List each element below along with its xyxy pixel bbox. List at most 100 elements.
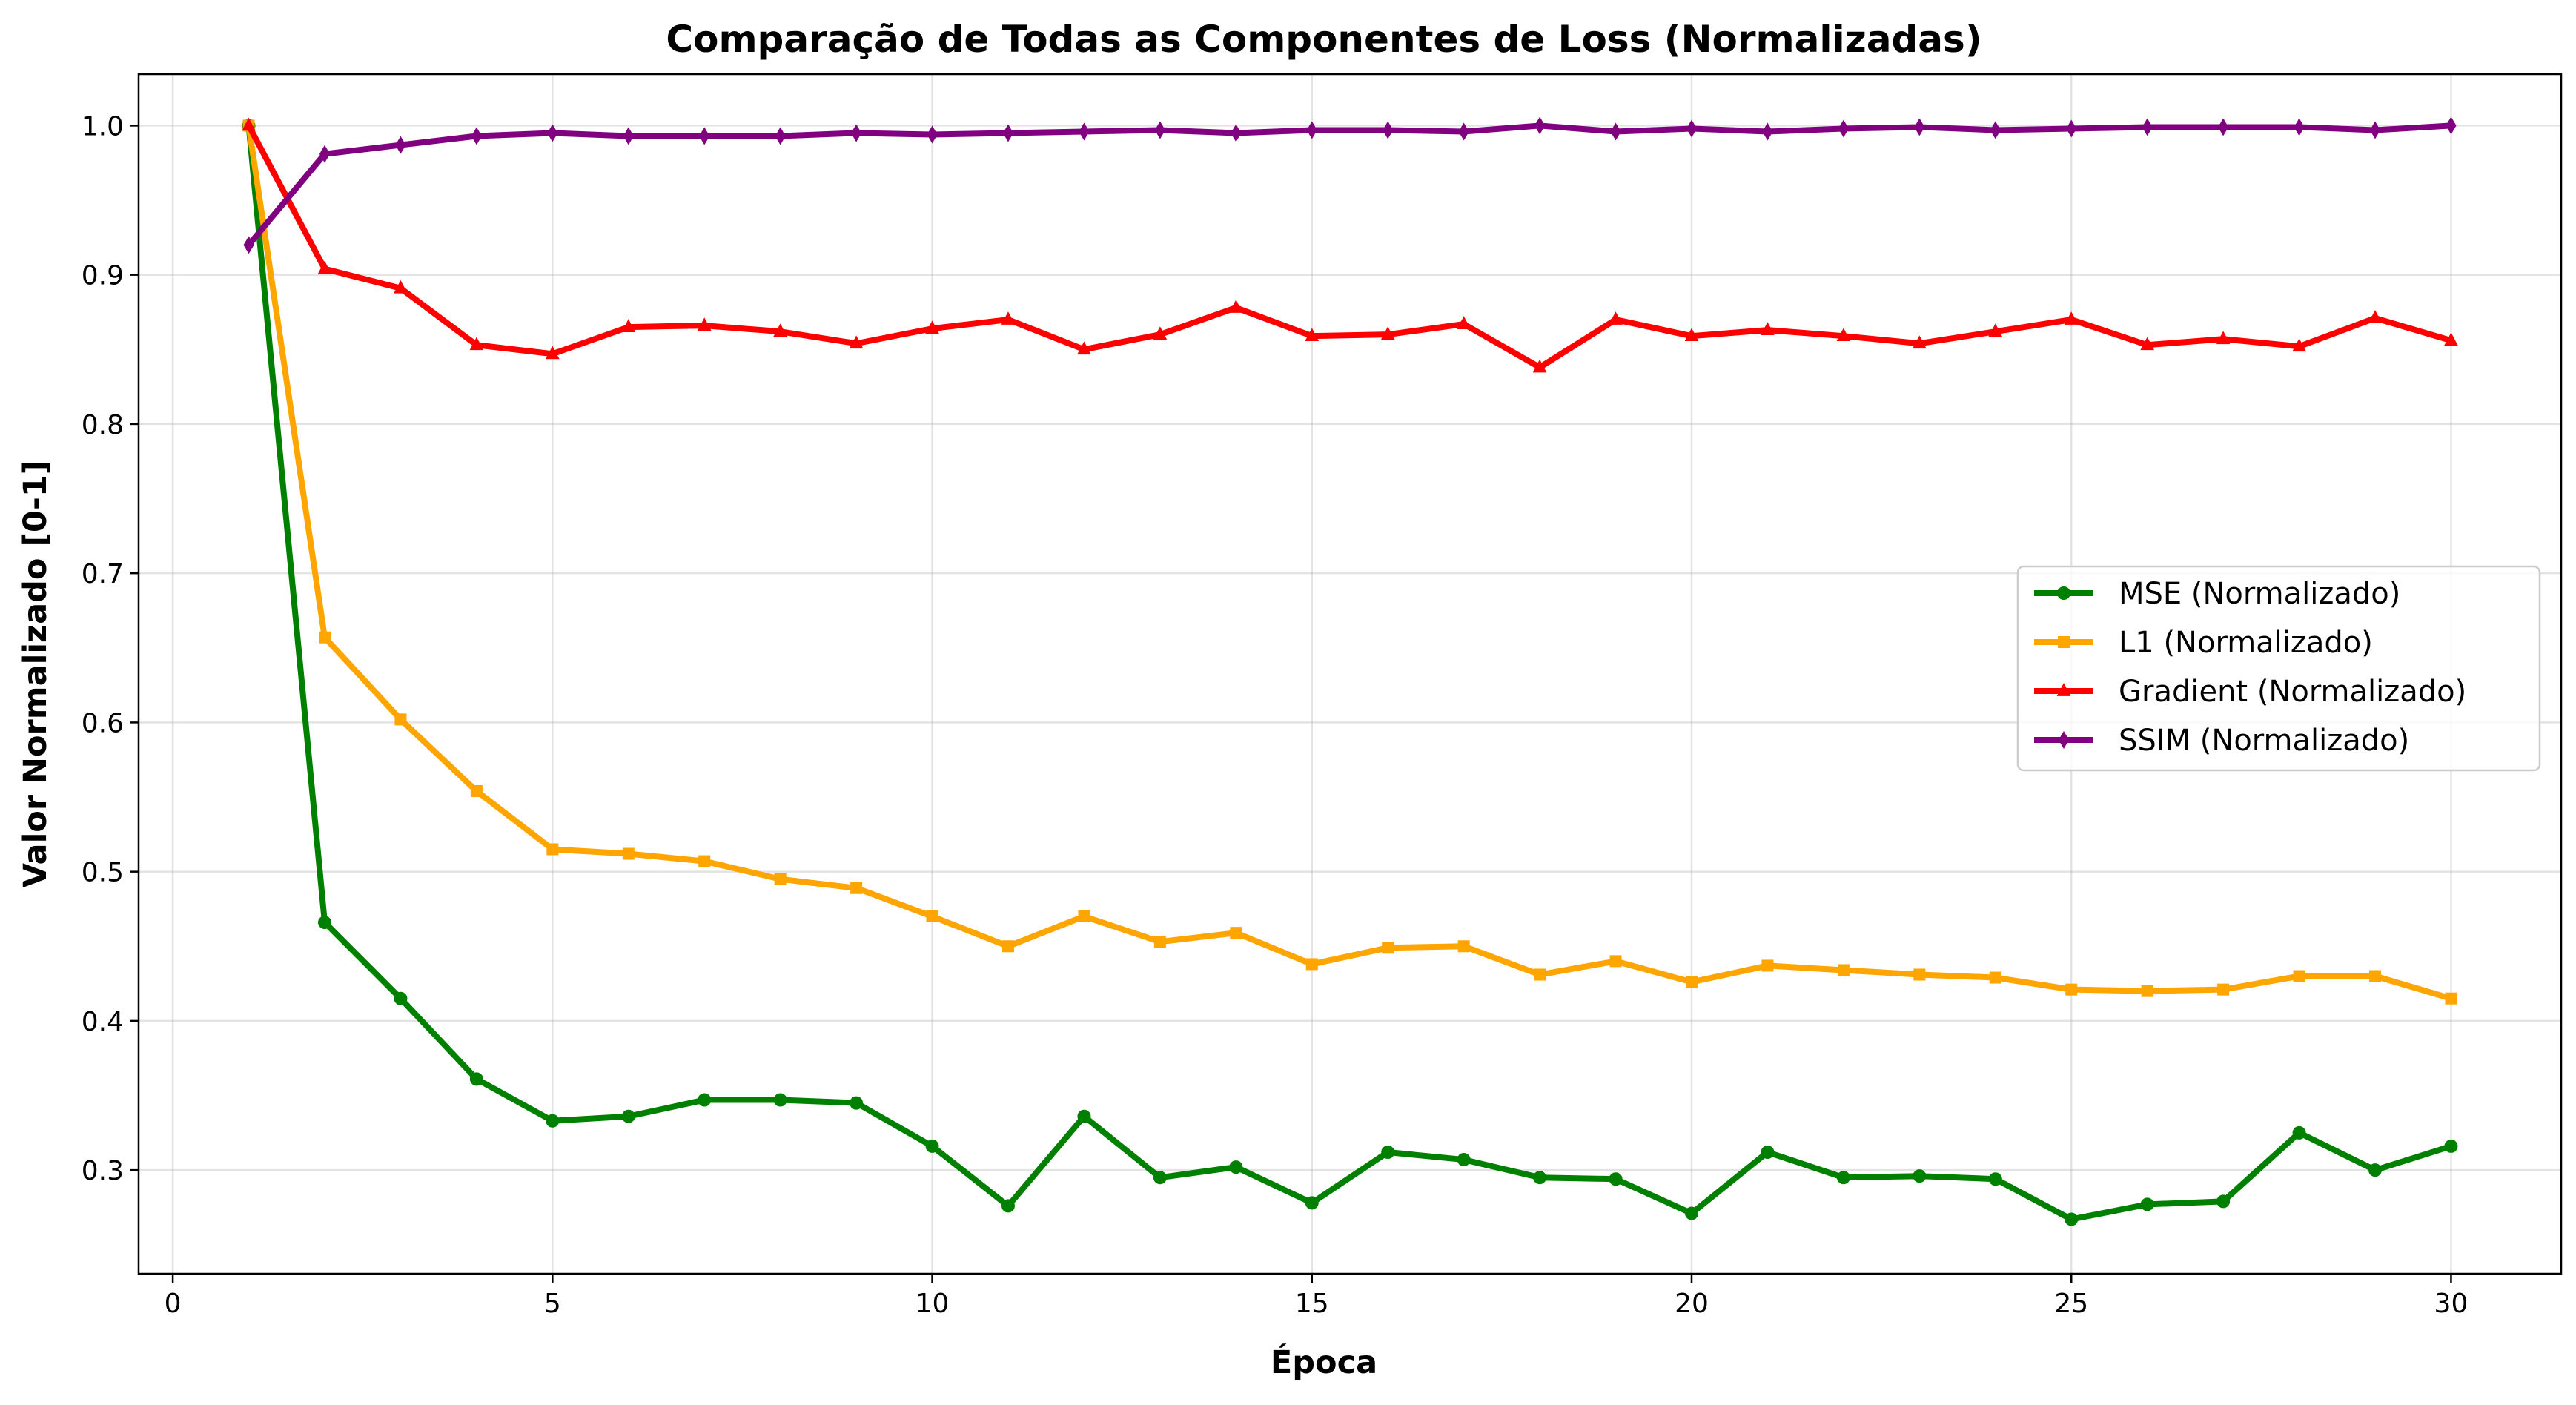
data-point (394, 713, 407, 726)
data-point (1001, 311, 1016, 325)
legend: MSE (Normalizado) L1 (Normalizado) Gradien… (2016, 565, 2541, 772)
data-point (2292, 338, 2306, 352)
data-point (622, 847, 635, 860)
y-axis-label: Valor Normalizado [0-1] (17, 460, 54, 888)
data-point (2446, 116, 2457, 135)
axes: 0 5 10 15 20 25 30 0.3 0.4 0.5 0.6 0.7 0.8 0.9 1.0 (82, 73, 2563, 1319)
plot-frame (137, 73, 2563, 1275)
data-point (623, 127, 634, 145)
data-point (2369, 970, 2382, 982)
data-point (2293, 970, 2305, 982)
data-point (470, 784, 483, 797)
data-point (1988, 1172, 2002, 1186)
data-point (1153, 936, 1166, 948)
data-point (1761, 959, 1774, 972)
data-point (1534, 116, 1546, 135)
data-point (1457, 316, 1471, 329)
data-point (1079, 122, 1090, 141)
data-point (1685, 1206, 1699, 1220)
data-point (1153, 1171, 1167, 1185)
legend-label: SSIM (Normalizado) (2119, 724, 2409, 758)
data-point (1077, 1109, 1091, 1123)
data-point (621, 1109, 635, 1123)
data-point (2140, 1197, 2154, 1211)
data-point (1761, 322, 1775, 336)
legend-marker (2056, 683, 2071, 696)
x-tick-label: 25 (2054, 1289, 2088, 1319)
legend-label: L1 (Normalizado) (2119, 626, 2373, 660)
data-point (1913, 968, 1926, 981)
x-tick-label: 0 (165, 1289, 182, 1319)
y-tick-label: 0.4 (82, 1007, 124, 1037)
legend-box (2016, 565, 2541, 772)
legend-marker (2058, 731, 2070, 749)
data-point (1306, 121, 1317, 139)
data-point (926, 910, 938, 923)
x-tick-label: 30 (2434, 1289, 2469, 1319)
data-point (1229, 1160, 1243, 1174)
data-point (2142, 118, 2153, 136)
data-point (394, 280, 408, 294)
data-point (1380, 326, 1395, 340)
data-point (1077, 341, 1091, 355)
data-point (2141, 985, 2153, 997)
data-point (927, 125, 938, 144)
legend-item: L1 (Normalizado) (2034, 626, 2373, 660)
data-point (2292, 1125, 2306, 1140)
data-point (2066, 119, 2077, 138)
x-tick-label: 15 (1295, 1289, 1329, 1319)
data-point (849, 335, 864, 349)
data-point (547, 124, 558, 142)
data-point (1078, 910, 1090, 923)
data-point (925, 320, 939, 334)
data-point (317, 260, 332, 274)
data-point (699, 127, 710, 145)
data-point (317, 916, 331, 930)
data-point (1990, 121, 2001, 139)
legend-label: MSE (Normalizado) (2119, 577, 2400, 611)
data-point (2217, 983, 2230, 996)
data-point (1761, 1145, 1775, 1159)
data-point (546, 843, 559, 856)
y-tick-label: 0.8 (82, 410, 124, 440)
data-point (1913, 1169, 1927, 1183)
data-point (1382, 942, 1394, 954)
data-point (243, 236, 254, 254)
data-point (850, 1096, 864, 1110)
data-point (2444, 1139, 2458, 1153)
data-point (1001, 1199, 1015, 1213)
data-point (2218, 118, 2229, 136)
data-point (850, 882, 863, 894)
data-point (1533, 1171, 1547, 1185)
data-point (1305, 958, 1318, 971)
data-point (545, 346, 560, 360)
y-tick-label: 1.0 (82, 111, 124, 142)
data-point (395, 136, 406, 154)
data-point (775, 127, 786, 145)
data-point (1381, 1145, 1395, 1159)
data-point (925, 1139, 939, 1153)
data-point (1532, 359, 1547, 373)
data-point (1458, 122, 1469, 141)
legend-label: Gradient (Normalizado) (2119, 675, 2466, 709)
series-3 (242, 117, 2458, 373)
data-point (2445, 992, 2457, 1005)
data-point (394, 991, 408, 1005)
data-point (2140, 337, 2155, 351)
data-point (1230, 927, 1242, 939)
data-point (1838, 119, 1849, 138)
data-point (2065, 983, 2078, 996)
legend-item: SSIM (Normalizado) (2034, 724, 2409, 758)
data-point (773, 323, 787, 337)
data-point (621, 319, 636, 332)
chart-title: Comparação de Todas as Componentes de Lo… (666, 18, 1981, 61)
data-point (1305, 328, 1320, 342)
y-tick-label: 0.9 (82, 261, 124, 291)
data-point (319, 145, 331, 163)
x-axis-label: Época (1271, 1343, 1377, 1381)
data-point (242, 117, 256, 131)
series-4 (243, 116, 2457, 254)
data-point (1684, 328, 1699, 342)
